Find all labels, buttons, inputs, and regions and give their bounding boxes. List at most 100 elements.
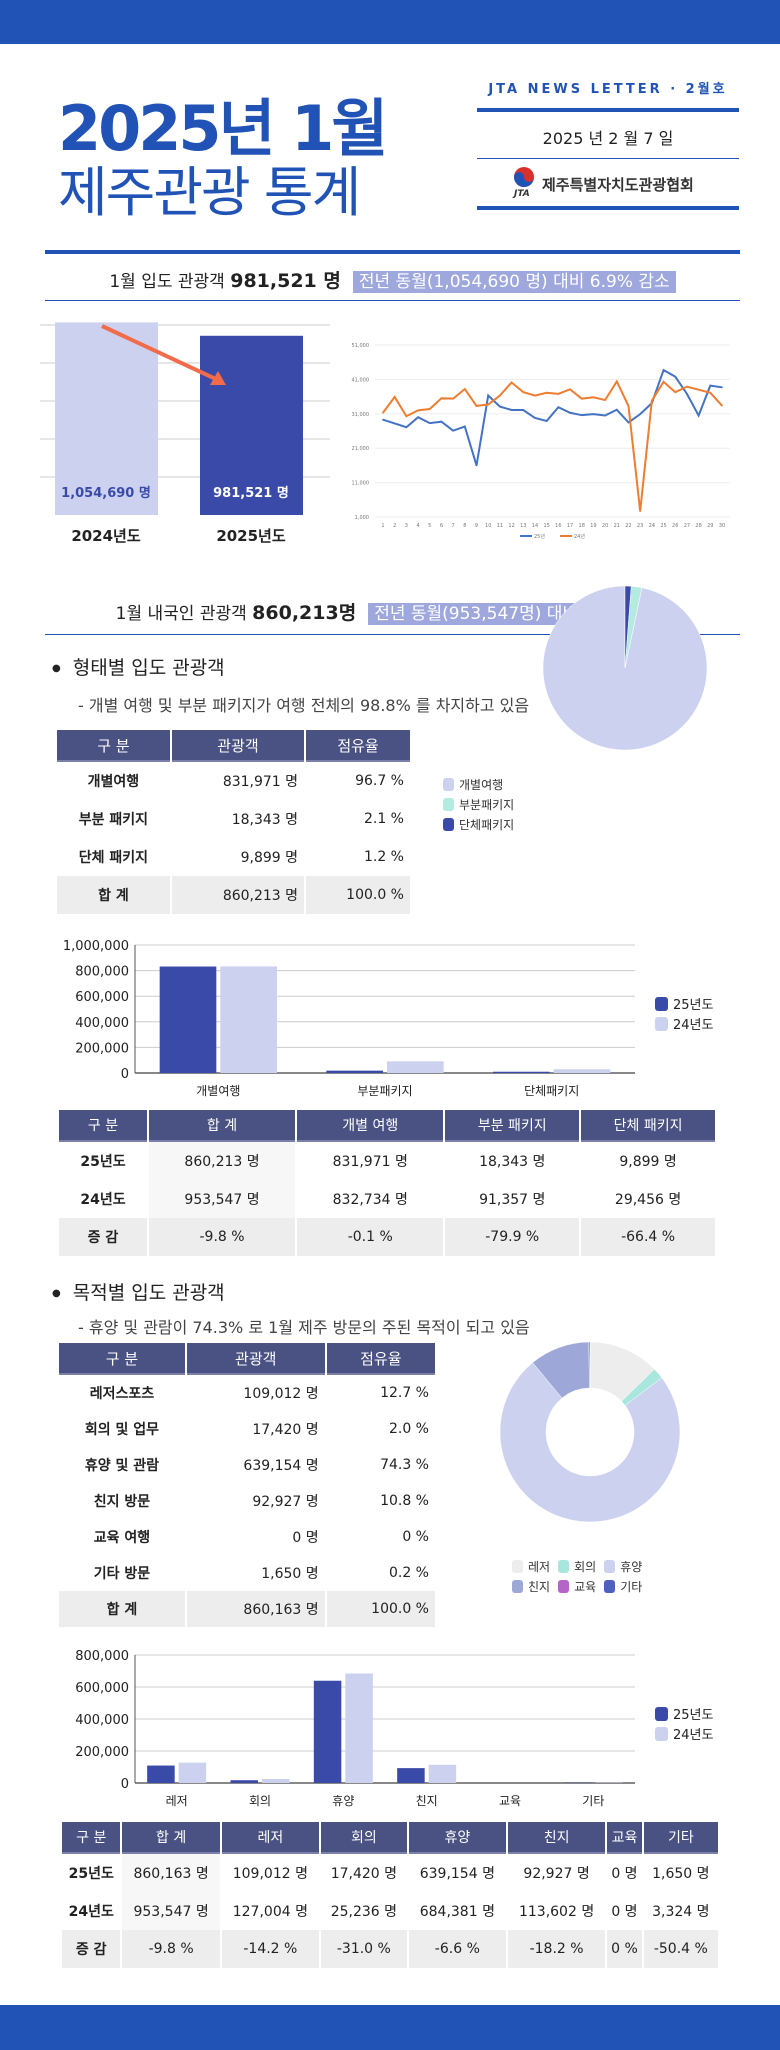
table-cell: 831,971 명	[222, 774, 299, 790]
data-point	[580, 397, 583, 400]
table-cell: 860,163 명	[122, 1854, 220, 1892]
category-label: 친지	[416, 1794, 438, 1808]
type-pie-chart	[542, 585, 708, 751]
table-cell: -0.1 %	[297, 1218, 444, 1256]
y-tick-label: 800,000	[75, 965, 129, 980]
table-cell: 29,456 명	[614, 1192, 682, 1208]
slice-휴양	[499, 1362, 681, 1523]
category-label: 회의	[249, 1794, 271, 1808]
legend-item: 레저	[512, 1557, 550, 1577]
legend-item: 단체패키지	[443, 815, 514, 835]
y-tick-label: 200,000	[75, 1041, 129, 1056]
divider	[45, 250, 740, 254]
data-point	[615, 380, 618, 383]
summary-total-visitors: 1월 입도 관광객 981,521 명 전년 동월(1,054,690 명) 대비…	[45, 266, 740, 293]
table-cell: 17,420 명	[330, 1866, 398, 1882]
y-tick-label: 400,000	[75, 1016, 129, 1031]
legend-swatch	[655, 1017, 668, 1031]
table-row: 휴양 및 관람 639,154 명 74.3 %	[59, 1447, 435, 1483]
legend-swatch	[558, 1560, 570, 1573]
table-row: 25년도 860,163 명 109,012 명 17,420 명 639,154 명 9…	[62, 1854, 718, 1892]
data-point	[428, 408, 431, 410]
data-point	[534, 394, 536, 397]
x-tick-label: 1	[381, 523, 384, 529]
table-cell: 증 감	[62, 1930, 121, 1968]
table-cell: 24년도	[68, 1904, 114, 1920]
legend-label: 친지	[528, 1580, 551, 1594]
bar-24년도-개별여행	[220, 966, 277, 1073]
y-tick-label: 200,000	[75, 1745, 129, 1760]
data-point	[499, 394, 501, 397]
column-header: 합 계	[148, 1110, 296, 1142]
data-point	[627, 405, 630, 407]
table-cell: 교육 여행	[93, 1530, 151, 1546]
x-tick-label: 7	[452, 523, 455, 529]
table-cell: 레저스포츠	[89, 1386, 155, 1402]
data-point	[428, 422, 431, 424]
legend-swatch	[443, 818, 454, 831]
category-label: 2025년도	[216, 527, 286, 545]
table-cell: -79.9 %	[445, 1218, 580, 1256]
section-desc-type: - 개별 여행 및 부분 패키지가 여행 전체의 98.8% 를 차지하고 있음	[78, 696, 530, 715]
bar-25년도-레저	[147, 1765, 175, 1783]
purpose-bar-chart: 0 200,000 400,000 600,000 800,000 레저 회의 휴양 친지 교육 기…	[75, 1649, 713, 1808]
data-point	[697, 388, 700, 391]
summary-label: 1월 입도 관광객	[109, 272, 225, 292]
table-cell: 953,547 명	[148, 1180, 296, 1218]
x-tick-label: 10	[485, 523, 491, 529]
data-point	[475, 464, 478, 467]
column-header: 구 분	[62, 1822, 121, 1854]
table-cell: -18.2 %	[507, 1930, 606, 1968]
table-cell: -6.6 %	[408, 1930, 506, 1968]
legend-item: 친지	[512, 1577, 550, 1597]
table-cell: 10.8 %	[380, 1493, 429, 1509]
data-point	[709, 392, 712, 394]
table-cell: 휴양 및 관람	[84, 1458, 159, 1474]
data-point	[662, 381, 665, 383]
table-header-row: 구 분 관광객 점유율	[57, 730, 410, 762]
data-point	[674, 391, 677, 393]
table-row: 단체 패키지 9,899 명 1.2 %	[57, 838, 410, 876]
legend-swatch	[604, 1560, 616, 1573]
data-point	[686, 393, 688, 395]
legend-label: 회의	[574, 1560, 597, 1574]
table-cell: 0 %	[402, 1529, 429, 1545]
legend-label: 부분패키지	[459, 798, 515, 812]
table-cell: 1,650 명	[652, 1866, 710, 1882]
slice-단체패키지	[624, 585, 632, 669]
data-point	[697, 414, 700, 417]
table-cell: 109,012 명	[243, 1386, 319, 1402]
legend-swatch	[443, 798, 454, 811]
legend-label: 25년	[534, 533, 545, 540]
x-tick-label: 26	[672, 523, 678, 529]
y-tick-label: 51,000	[352, 343, 370, 349]
x-tick-label: 12	[508, 523, 514, 529]
bar-25년도-친지	[397, 1768, 425, 1783]
legend-label: 휴양	[620, 1560, 643, 1574]
table-cell: 91,357 명	[479, 1192, 546, 1208]
compare-badge: 전년 동월(1,054,690 명) 대비 6.9% 감소	[352, 271, 676, 293]
table-cell: 3,324 명	[652, 1904, 710, 1920]
data-point	[510, 409, 513, 411]
x-tick-label: 15	[543, 523, 549, 529]
column-header: 합 계	[122, 1822, 220, 1854]
bar-2025년도	[200, 335, 303, 515]
table-cell: 25년도	[68, 1866, 114, 1882]
data-point	[604, 399, 606, 401]
x-tick-label: 27	[684, 523, 690, 529]
table-row: 24년도 953,547 명 127,004 명 25,236 명 684,381 명 1…	[62, 1892, 718, 1930]
bar-25년도-휴양	[313, 1680, 342, 1783]
y-tick-label: 600,000	[75, 990, 129, 1005]
table-cell: 639,154 명	[243, 1458, 319, 1474]
data-label: 981,521 명	[213, 485, 289, 501]
category-label: 교육	[499, 1794, 521, 1808]
data-point	[721, 404, 723, 407]
table-cell: 9,899 명	[240, 850, 299, 866]
legend-swatch	[558, 1580, 570, 1593]
y-tick-label: 600,000	[75, 1681, 129, 1696]
y-tick-label: 800,000	[75, 1649, 129, 1664]
table-cell: 684,381 명	[419, 1904, 495, 1920]
data-point	[545, 392, 548, 394]
